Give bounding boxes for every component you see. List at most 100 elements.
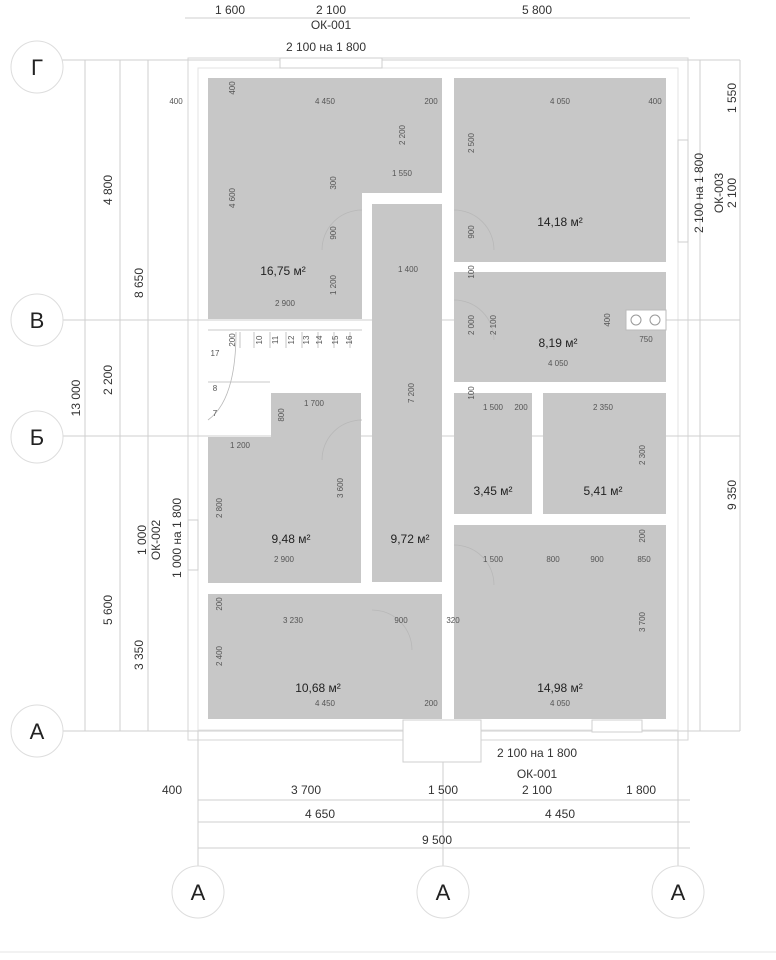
room-dim: 2 000 (467, 314, 476, 335)
room-dim: 900 (590, 555, 604, 564)
room-dim: 1 550 (392, 169, 413, 178)
room-16-75-lower (208, 193, 362, 319)
stair-step-number: 17 (211, 349, 220, 358)
room-area: 5,41 м² (584, 484, 623, 498)
room-3-45 (454, 393, 532, 514)
stair-step-number: 13 (302, 335, 311, 344)
dim-bottom-9500: 9 500 (422, 833, 452, 847)
room-dim: 1 500 (483, 555, 504, 564)
dim-right-2100: 2 100 (725, 178, 739, 208)
room-area: 9,48 м² (272, 532, 311, 546)
room-dim: 4 050 (550, 97, 571, 106)
window-size-left: 1 000 на 1 800 (170, 498, 184, 578)
dim-top-2100: 2 100 (316, 3, 346, 17)
room-dim: 7 200 (407, 382, 416, 403)
room-dim: 100 (467, 386, 476, 400)
dim-bottom-400: 400 (162, 783, 182, 797)
dim-bottom-3700: 3 700 (291, 783, 321, 797)
axis-markers (10, 40, 705, 919)
dim-bottom-4650: 4 650 (305, 807, 335, 821)
room-dim: 1 200 (329, 274, 338, 295)
window-bottom-right (591, 719, 643, 733)
room-dim: 400 (648, 97, 662, 106)
stair-step-number: 16 (345, 335, 354, 344)
staircase (207, 329, 362, 421)
stair-step-number: 8 (213, 384, 218, 393)
dim-right-9350: 9 350 (725, 480, 739, 510)
room-dim: 4 050 (550, 699, 571, 708)
door-arcs (321, 209, 495, 651)
room-dim: 750 (639, 335, 653, 344)
room-dim: 200 (215, 597, 224, 611)
room-dim: 2 200 (398, 124, 407, 145)
room-dim: 200 (424, 699, 438, 708)
window-size-bottom: 2 100 на 1 800 (497, 746, 577, 760)
dim-left-13000: 13 000 (69, 379, 83, 416)
dim-left-3350: 3 350 (132, 640, 146, 670)
stair-step-number: 12 (287, 335, 296, 344)
room-dim: 200 (638, 529, 647, 543)
room-dim: 850 (637, 555, 651, 564)
dim-top-5800: 5 800 (522, 3, 552, 17)
window-right (677, 139, 689, 243)
window-top (279, 57, 383, 69)
room-dim: 800 (546, 555, 560, 564)
room-dim: 2 400 (215, 645, 224, 666)
room-area: 9,72 м² (391, 532, 430, 546)
stair-step-number: 11 (271, 335, 280, 344)
room-9-48-top (271, 393, 361, 437)
room-dim: 900 (329, 226, 338, 240)
label-ok-002: ОК-002 (149, 520, 163, 561)
dim-left-2200: 2 200 (101, 365, 115, 395)
dim-bottom-1500: 1 500 (428, 783, 458, 797)
stair-step-number: 10 (255, 335, 264, 344)
sink-bowl-icon (649, 314, 661, 326)
room-dim: 4 450 (315, 699, 336, 708)
room-dim: 1 700 (304, 399, 325, 408)
axis-label-row-a: А (30, 719, 45, 744)
window-size-right: 2 100 на 1 800 (692, 153, 706, 233)
sink-bowl-icon (630, 314, 642, 326)
room-area: 8,19 м² (539, 336, 578, 350)
dim-top-1600: 1 600 (215, 3, 245, 17)
axis-label-row-g: Г (31, 55, 43, 80)
room-dim: 100 (467, 265, 476, 279)
room-dim: 200 (424, 97, 438, 106)
room-dim: 4 050 (548, 359, 569, 368)
dim-left-5600: 5 600 (101, 595, 115, 625)
room-dim: 2 900 (275, 299, 296, 308)
room-10-68 (208, 594, 442, 719)
room-dim: 3 700 (638, 611, 647, 632)
axis-label-col-3: А (671, 880, 686, 905)
room-dim: 2 300 (638, 444, 647, 465)
label-ok-003: ОК-003 (712, 173, 726, 214)
room-dim: 900 (467, 225, 476, 239)
room-area: 3,45 м² (474, 484, 513, 498)
room-dim: 4 450 (315, 97, 336, 106)
room-dim: 400 (603, 313, 612, 327)
axis-label-col-2: А (436, 880, 451, 905)
room-dim: 2 350 (593, 403, 614, 412)
label-ok-001-bottom: ОК-001 (517, 767, 558, 781)
room-dim: 800 (277, 408, 286, 422)
room-dim: 1 200 (230, 441, 251, 450)
room-dim: 1 400 (398, 265, 419, 274)
room-dim: 3 230 (283, 616, 304, 625)
room-area: 16,75 м² (260, 264, 306, 278)
dim-left-4800: 4 800 (101, 175, 115, 205)
window-size-top: 2 100 на 1 800 (286, 40, 366, 54)
room-dim: 4 600 (228, 187, 237, 208)
dim-left-1000: 1 000 (135, 525, 149, 555)
room-9-72 (372, 204, 442, 582)
room-9-48 (208, 437, 361, 583)
stair-step-number: 15 (331, 335, 340, 344)
room-dim: 2 500 (467, 132, 476, 153)
room-dim: 1 500 (483, 403, 504, 412)
dim-right-1550: 1 550 (725, 83, 739, 113)
room-16-75 (208, 78, 442, 193)
room-area: 14,98 м² (537, 681, 583, 695)
room-14-98 (454, 525, 666, 719)
axis-label-row-b: Б (30, 425, 44, 450)
dim-bottom-2100: 2 100 (522, 783, 552, 797)
